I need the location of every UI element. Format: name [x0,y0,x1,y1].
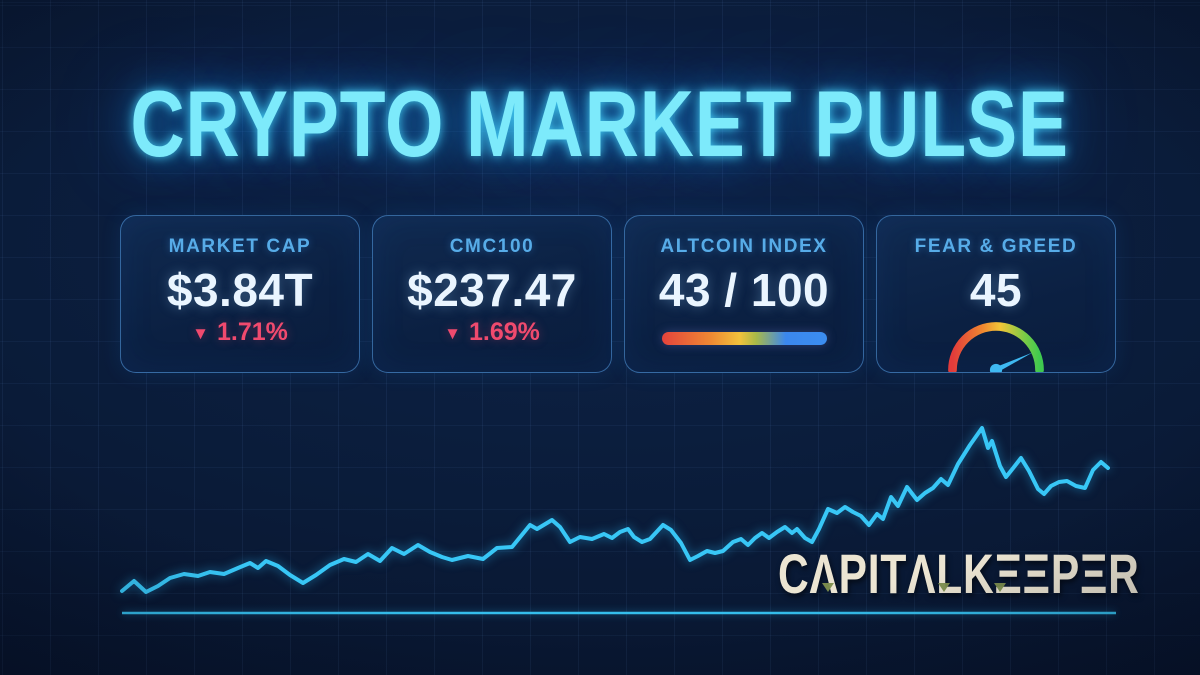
fear-greed-label: FEAR & GREED [914,236,1078,257]
capitalkeeper-logo-text: CΛPITΛLKΞΞPΞR [778,542,1140,605]
stat-cards-row: MARKET CAP $3.84T ▼ 1.71% CMC100 $237.47… [120,215,1116,373]
gauge-arc [948,322,1044,372]
card-market-cap: MARKET CAP $3.84T ▼ 1.71% [120,215,360,373]
gauge-needle-hub [989,364,1003,372]
card-cmc100: CMC100 $237.47 ▼ 1.69% [372,215,612,373]
down-arrow-icon: ▼ [444,324,461,344]
cmc100-change-percent: 1.69% [468,318,540,347]
altcoin-index-label: ALTCOIN INDEX [660,236,828,257]
cmc100-label: CMC100 [449,236,535,257]
capitalkeeper-logo: CΛPITΛLKΞΞPΞR [778,546,1168,606]
market-cap-label: MARKET CAP [168,236,312,257]
cmc100-value: $237.47 [407,264,577,316]
down-arrow-icon: ▼ [192,324,209,344]
fear-greed-value: 45 [969,264,1023,316]
card-altcoin-index: ALTCOIN INDEX 43 / 100 [624,215,864,373]
altcoin-index-value: 43 / 100 [658,264,830,316]
fear-greed-gauge [948,322,1044,372]
market-cap-value: $3.84T [166,264,314,316]
altcoin-gradient-bar [661,332,827,346]
page-title: CRYPTO MARKET PULSE [130,71,1070,176]
market-cap-change-percent: 1.71% [216,318,288,347]
logo-accent-triangle [994,583,1006,592]
cmc100-change: ▼ 1.69% [444,318,540,347]
card-fear-greed: FEAR & GREED 45 [876,215,1116,373]
logo-accent-triangle [822,583,834,592]
logo-accent-triangle [938,583,950,592]
market-cap-change: ▼ 1.71% [192,318,288,347]
